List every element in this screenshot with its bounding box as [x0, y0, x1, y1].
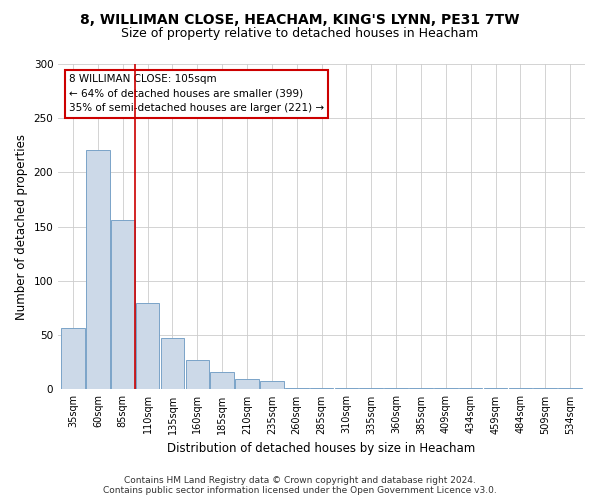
Bar: [161, 338, 184, 390]
Bar: [533, 388, 557, 390]
Bar: [310, 388, 334, 390]
Bar: [385, 388, 408, 390]
Bar: [459, 388, 482, 390]
Bar: [409, 388, 433, 390]
Text: Contains HM Land Registry data © Crown copyright and database right 2024.
Contai: Contains HM Land Registry data © Crown c…: [103, 476, 497, 495]
Bar: [285, 388, 308, 390]
Text: 8 WILLIMAN CLOSE: 105sqm
← 64% of detached houses are smaller (399)
35% of semi-: 8 WILLIMAN CLOSE: 105sqm ← 64% of detach…: [69, 74, 324, 114]
Bar: [335, 388, 358, 390]
Bar: [484, 388, 508, 390]
Bar: [111, 220, 134, 390]
Bar: [136, 302, 160, 390]
X-axis label: Distribution of detached houses by size in Heacham: Distribution of detached houses by size …: [167, 442, 476, 455]
Bar: [260, 381, 284, 390]
Bar: [235, 378, 259, 390]
Text: 8, WILLIMAN CLOSE, HEACHAM, KING'S LYNN, PE31 7TW: 8, WILLIMAN CLOSE, HEACHAM, KING'S LYNN,…: [80, 12, 520, 26]
Bar: [211, 372, 234, 390]
Bar: [86, 150, 110, 390]
Bar: [509, 388, 532, 390]
Bar: [359, 388, 383, 390]
Text: Size of property relative to detached houses in Heacham: Size of property relative to detached ho…: [121, 28, 479, 40]
Bar: [434, 388, 458, 390]
Bar: [185, 360, 209, 390]
Bar: [558, 388, 582, 390]
Bar: [61, 328, 85, 390]
Y-axis label: Number of detached properties: Number of detached properties: [15, 134, 28, 320]
